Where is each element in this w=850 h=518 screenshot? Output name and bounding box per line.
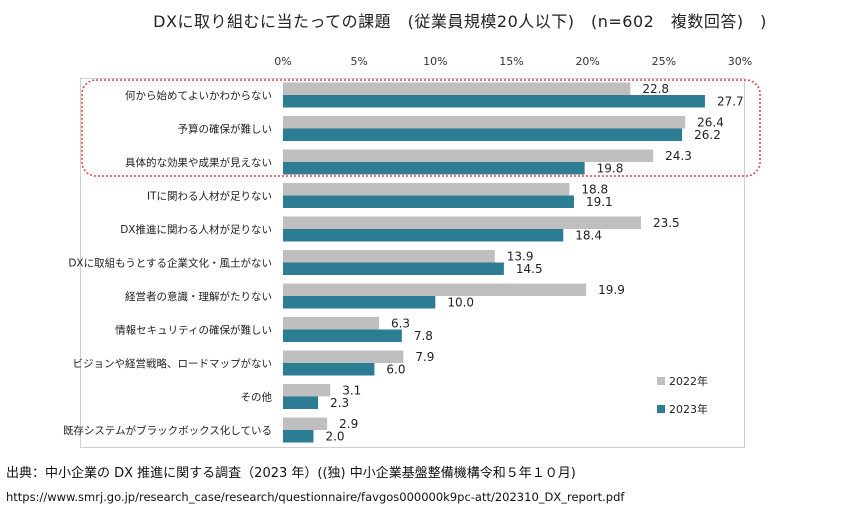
data-label: 7.8: [414, 329, 433, 343]
category-label: 具体的な効果や成果が見えない: [125, 156, 272, 169]
legend-swatch: [657, 405, 665, 413]
legend-swatch: [657, 377, 665, 385]
data-label: 26.2: [694, 128, 721, 142]
data-label: 18.8: [581, 183, 608, 197]
category-label: 予算の確保が難しい: [178, 123, 273, 136]
bar-2023年: [283, 195, 574, 208]
category-label: 情報セキュリティの確保が難しい: [115, 324, 272, 337]
bar-2022年: [283, 250, 495, 263]
bar-2022年: [283, 417, 328, 430]
data-label: 19.8: [597, 162, 624, 176]
bar-2023年: [283, 329, 402, 342]
bar-2023年: [283, 296, 436, 309]
highlight-box: [81, 79, 761, 177]
category-label: 既存システムがブラックボックス化している: [63, 424, 272, 437]
data-label: 26.4: [697, 116, 724, 130]
category-label: その他: [241, 391, 273, 404]
bar-2023年: [283, 229, 564, 242]
data-label: 2.0: [325, 430, 344, 444]
chart-frame: [80, 78, 745, 448]
bar-2022年: [283, 283, 587, 296]
data-label: 2.9: [339, 417, 358, 431]
bar-2022年: [283, 149, 654, 162]
bar-2023年: [283, 430, 314, 443]
x-tick-label: 15%: [499, 55, 523, 68]
data-label: 3.1: [342, 384, 361, 398]
category-label: DXに取組もうとする企業文化・風土がない: [68, 257, 272, 270]
data-label: 7.9: [415, 350, 434, 364]
data-label: 18.4: [575, 229, 602, 243]
category-label: 経営者の意識・理解がたりない: [125, 290, 272, 303]
x-tick-label: 20%: [575, 55, 599, 68]
legend-label: 2023年: [669, 402, 708, 416]
bar-2023年: [283, 396, 319, 409]
data-label: 2.3: [330, 396, 349, 410]
category-label: 何から始めてよいかわからない: [125, 89, 272, 102]
category-label: DX推進に関わる人材が足りない: [120, 223, 272, 236]
data-label: 19.1: [586, 195, 613, 209]
bar-2023年: [283, 363, 375, 376]
x-tick-label: 5%: [350, 55, 367, 68]
bar-2023年: [283, 262, 504, 275]
data-label: 14.5: [516, 262, 543, 276]
bar-2022年: [283, 216, 641, 229]
category-label: ビジョンや経営戦略、ロードマップがない: [73, 357, 273, 370]
data-label: 23.5: [653, 216, 680, 230]
data-label: 27.7: [717, 95, 744, 109]
bar-2022年: [283, 317, 379, 330]
bar-2022年: [283, 350, 404, 363]
bar-2022年: [283, 82, 631, 95]
bar-2023年: [283, 128, 683, 141]
data-label: 6.3: [391, 317, 410, 331]
source-url[interactable]: https://www.smrj.go.jp/research_case/res…: [6, 490, 625, 504]
bar-2023年: [283, 162, 585, 175]
x-tick-label: 0%: [274, 55, 291, 68]
data-label: 19.9: [598, 283, 625, 297]
category-label: ITに関わる人材が足りない: [147, 190, 272, 203]
data-label: 6.0: [386, 363, 405, 377]
source-note: 出典：中小企業の DX 推進に関する調査（2023 年）((独) 中小企業基盤整…: [6, 466, 576, 481]
bar-2023年: [283, 95, 705, 108]
chart-title: DXに取り組むに当たっての課題 (従業員規模20人以下) (n=602 複数回答…: [153, 12, 767, 31]
x-tick-label: 25%: [652, 55, 676, 68]
bar-2022年: [283, 116, 686, 129]
x-tick-label: 10%: [423, 55, 447, 68]
bar-2022年: [283, 183, 570, 196]
x-tick-label: 30%: [728, 55, 752, 68]
bar-2022年: [283, 384, 331, 397]
data-label: 22.8: [642, 82, 669, 96]
data-label: 24.3: [665, 149, 692, 163]
legend-label: 2022年: [669, 374, 708, 388]
data-label: 13.9: [507, 250, 534, 264]
data-label: 10.0: [447, 296, 474, 310]
